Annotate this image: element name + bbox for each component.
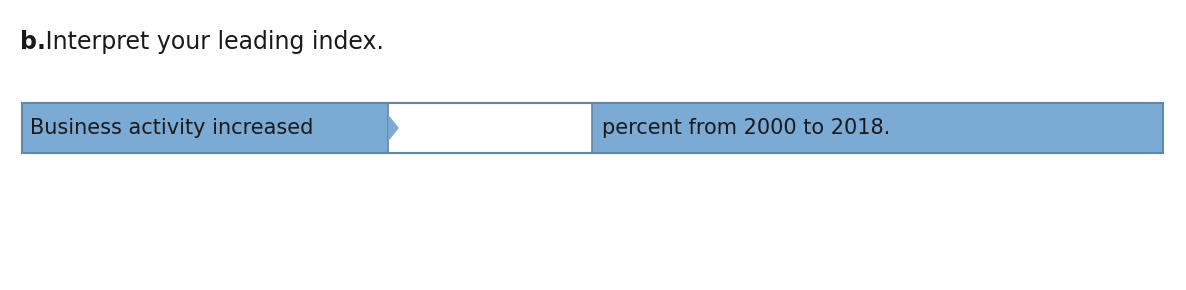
Text: percent from 2000 to 2018.: percent from 2000 to 2018. xyxy=(602,118,891,138)
Polygon shape xyxy=(389,117,398,139)
Bar xyxy=(23,103,388,153)
Text: b.: b. xyxy=(20,30,46,54)
Bar xyxy=(388,103,592,153)
Text: Business activity increased: Business activity increased xyxy=(30,118,313,138)
Text: Interpret your leading index.: Interpret your leading index. xyxy=(38,30,384,54)
Bar xyxy=(23,103,1163,153)
Bar xyxy=(592,103,1163,153)
